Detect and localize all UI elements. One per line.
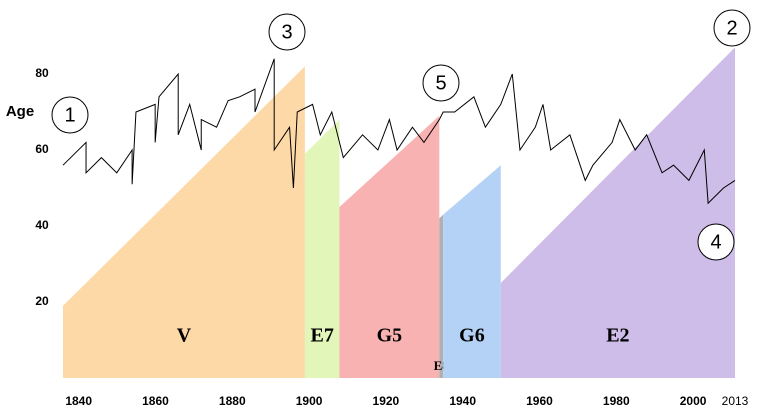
annotation: 4 (710, 231, 721, 253)
reign-area (439, 214, 444, 378)
x-tick-label: 2000 (680, 394, 707, 408)
annotation-circle (697, 223, 735, 261)
x-tick-label: 1960 (526, 394, 553, 408)
y-axis-label: Age (6, 103, 34, 120)
x-tick-label: 1940 (449, 394, 476, 408)
y-tick-label: 20 (35, 294, 49, 308)
annotation: 2 (726, 17, 737, 39)
x-tick-label: 1920 (373, 394, 400, 408)
annotation-circle (51, 96, 89, 134)
line (62, 58, 736, 205)
x-tick-label: 1900 (296, 394, 323, 408)
reign-label: G5 (377, 325, 403, 347)
lines (62, 58, 736, 205)
annotation: 5 (435, 72, 446, 94)
y-tick-label: 40 (35, 218, 49, 232)
x-tick-label: 2013 (722, 394, 749, 408)
annotation-circle (268, 13, 306, 51)
reign-label: E2 (606, 325, 629, 347)
reign-area (304, 119, 340, 378)
x-tick-label: 1980 (603, 394, 630, 408)
annotation-circle (422, 64, 460, 102)
reign-area (443, 165, 501, 378)
x-tick-label: 1880 (219, 394, 246, 408)
reign-area (339, 115, 440, 379)
annotation: 1 (64, 104, 75, 126)
x-tick-label: 1840 (65, 394, 92, 408)
reign-area (500, 47, 735, 379)
y-tick-label: 60 (35, 142, 49, 156)
annotations: 1 2 3 4 5 (51, 9, 751, 261)
y-tick-label: 80 (35, 66, 49, 80)
reign-label: V (177, 325, 192, 347)
annotation-circle (713, 9, 751, 47)
x-tick-label: 1860 (142, 394, 169, 408)
reign-label: E7 (311, 325, 334, 347)
annotation: 3 (281, 21, 292, 43)
reign-label: G6 (459, 325, 485, 347)
reign-area (63, 66, 305, 379)
